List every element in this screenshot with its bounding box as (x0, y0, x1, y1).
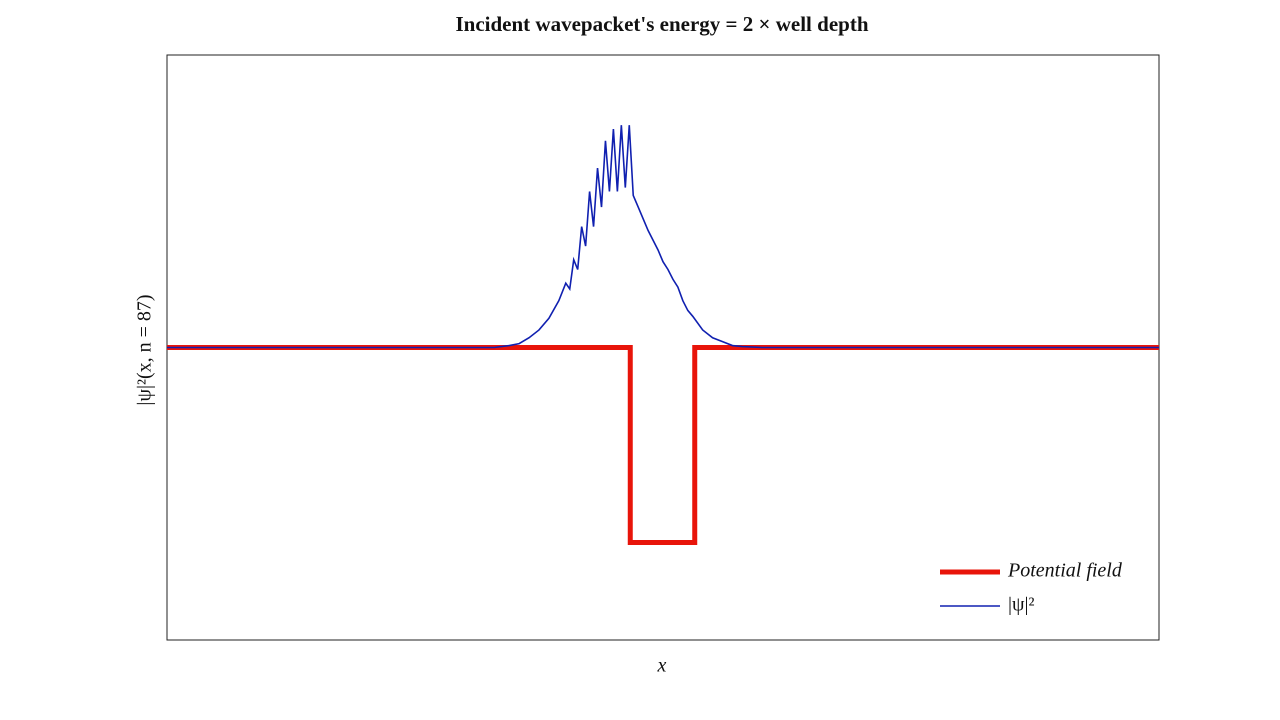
y-axis-label: |ψ|²(x, n = 87) (134, 294, 156, 405)
legend-label: |ψ|² (1008, 594, 1035, 616)
series-line (167, 125, 1159, 349)
x-axis-label: x (657, 655, 667, 677)
legend-label: Potential field (1007, 560, 1123, 582)
series-line (167, 345, 1159, 545)
chart-title: Incident wavepacket's energy = 2 × well … (456, 12, 869, 36)
